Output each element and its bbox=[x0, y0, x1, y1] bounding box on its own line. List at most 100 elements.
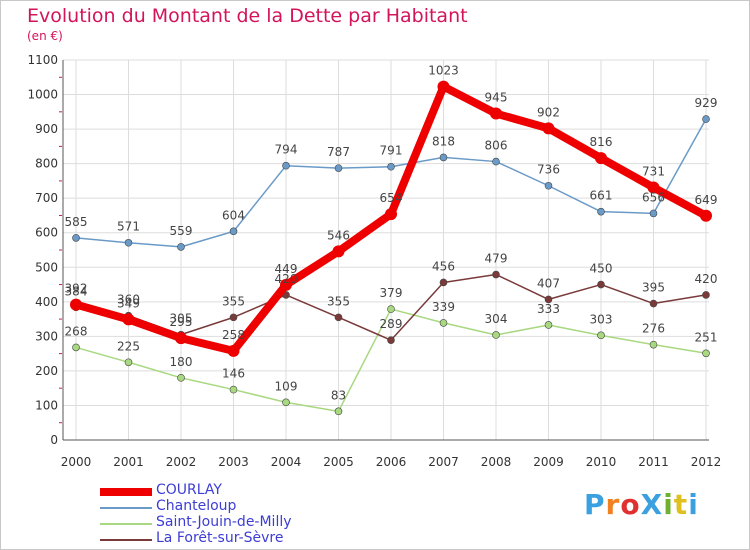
data-point bbox=[595, 152, 607, 165]
y-tick-label: 400 bbox=[35, 295, 58, 309]
data-label: 289 bbox=[380, 317, 403, 331]
data-label: 109 bbox=[275, 379, 298, 393]
data-point bbox=[177, 243, 185, 251]
data-label: 449 bbox=[275, 262, 298, 276]
y-tick-label: 500 bbox=[35, 260, 58, 274]
data-point bbox=[332, 245, 345, 258]
data-label: 225 bbox=[117, 339, 140, 353]
legend-label: La Forêt-sur-Sèvre bbox=[156, 530, 284, 546]
data-label: 929 bbox=[695, 96, 718, 110]
data-point bbox=[649, 209, 658, 218]
data-point bbox=[385, 208, 397, 221]
data-label: 303 bbox=[590, 312, 613, 326]
data-label: 146 bbox=[222, 367, 245, 381]
data-label: 392 bbox=[65, 282, 88, 296]
data-point bbox=[439, 153, 448, 162]
data-point bbox=[492, 270, 500, 279]
data-label: 276 bbox=[642, 322, 665, 336]
data-label: 656 bbox=[642, 190, 665, 204]
data-label: 902 bbox=[537, 105, 560, 119]
data-label: 450 bbox=[590, 262, 613, 276]
chart-subtitle: (en €) bbox=[27, 29, 63, 43]
legend-label: Saint-Jouin-de-Milly bbox=[156, 514, 292, 530]
data-label: 268 bbox=[65, 324, 88, 338]
data-label: 407 bbox=[537, 276, 560, 290]
data-label: 661 bbox=[590, 189, 613, 203]
data-label: 349 bbox=[117, 296, 140, 310]
data-point bbox=[227, 344, 240, 357]
data-point bbox=[175, 332, 187, 345]
data-label: 787 bbox=[327, 145, 350, 159]
data-label: 736 bbox=[537, 163, 560, 177]
data-label: 479 bbox=[485, 252, 508, 266]
logo-letter: P bbox=[584, 488, 606, 521]
data-label: 585 bbox=[65, 215, 88, 229]
x-tick-label: 2005 bbox=[323, 455, 354, 469]
x-tick-label: 2010 bbox=[586, 455, 617, 469]
data-point bbox=[700, 209, 712, 222]
data-point bbox=[542, 122, 555, 135]
data-point bbox=[70, 298, 82, 311]
data-point bbox=[544, 295, 553, 304]
data-point bbox=[649, 340, 658, 349]
data-label: 649 bbox=[695, 193, 718, 207]
data-label: 83 bbox=[331, 388, 346, 402]
data-point bbox=[282, 161, 290, 170]
data-point bbox=[122, 313, 135, 326]
logo-letter: t bbox=[673, 488, 689, 521]
legend-label: COURLAY bbox=[156, 482, 222, 498]
data-point bbox=[387, 305, 395, 313]
data-point bbox=[492, 157, 500, 166]
data-label: 355 bbox=[222, 294, 245, 308]
logo-letter: r bbox=[605, 488, 621, 521]
legend-swatch bbox=[100, 507, 152, 509]
legend-swatch bbox=[100, 523, 152, 525]
data-point bbox=[649, 299, 658, 308]
data-point bbox=[702, 115, 710, 123]
data-point bbox=[437, 80, 450, 93]
data-label: 295 bbox=[170, 315, 193, 329]
data-label: 304 bbox=[485, 312, 508, 326]
data-point bbox=[387, 336, 395, 344]
data-point bbox=[282, 398, 290, 407]
x-tick-label: 2009 bbox=[533, 455, 564, 469]
data-label: 816 bbox=[590, 135, 613, 149]
data-point bbox=[280, 278, 292, 291]
data-point bbox=[702, 349, 710, 358]
data-point bbox=[229, 227, 238, 236]
data-label: 456 bbox=[432, 259, 455, 273]
x-tick-label: 2008 bbox=[481, 455, 512, 469]
data-label: 339 bbox=[432, 300, 455, 314]
legend-label: Chanteloup bbox=[156, 498, 237, 514]
data-label: 794 bbox=[275, 143, 298, 157]
data-point bbox=[124, 238, 133, 247]
data-point bbox=[229, 385, 238, 394]
logo-letter: i bbox=[663, 488, 674, 521]
data-point bbox=[544, 321, 553, 329]
x-tick-label: 2004 bbox=[271, 455, 302, 469]
data-label: 654 bbox=[380, 191, 403, 205]
x-tick-label: 2002 bbox=[166, 455, 197, 469]
data-label: 333 bbox=[537, 302, 560, 316]
data-label: 305 bbox=[170, 312, 193, 326]
data-label: 360 bbox=[117, 293, 140, 307]
data-label: 571 bbox=[117, 220, 140, 234]
y-tick-label: 900 bbox=[35, 122, 58, 136]
y-tick-label: 200 bbox=[35, 364, 58, 378]
data-label: 420 bbox=[695, 272, 718, 286]
data-point bbox=[387, 162, 395, 171]
data-label: 251 bbox=[695, 330, 718, 344]
y-tick-label: 1100 bbox=[27, 53, 58, 67]
data-label: 818 bbox=[432, 134, 455, 148]
data-point bbox=[597, 207, 605, 216]
data-label: 731 bbox=[642, 164, 665, 178]
y-tick-label: 800 bbox=[35, 157, 58, 171]
x-tick-label: 2001 bbox=[113, 455, 144, 469]
data-label: 420 bbox=[275, 272, 298, 286]
data-point bbox=[334, 164, 343, 172]
data-label: 180 bbox=[170, 355, 193, 369]
data-point bbox=[72, 343, 80, 352]
data-label: 258 bbox=[222, 328, 245, 342]
data-label: 395 bbox=[642, 281, 665, 295]
